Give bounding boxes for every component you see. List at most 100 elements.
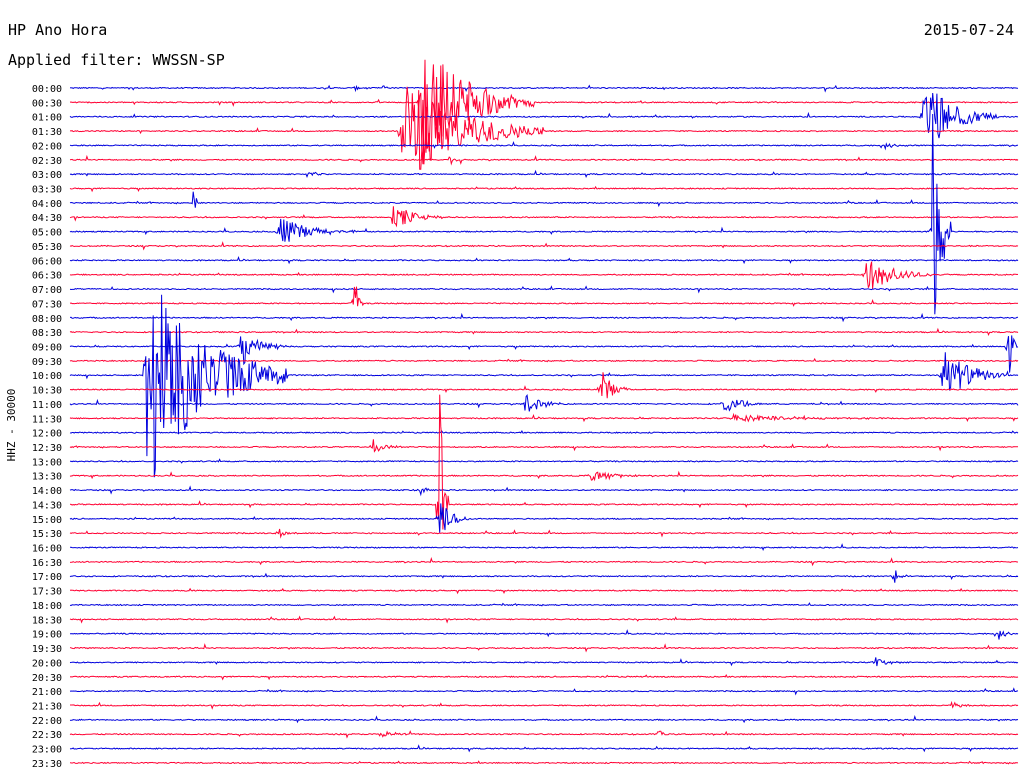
time-tick-label: 10:30	[32, 386, 62, 397]
time-tick-label: 16:30	[32, 558, 62, 569]
time-tick-label: 18:30	[32, 615, 62, 626]
trace-line	[69, 256, 1019, 265]
time-tick-label: 13:30	[32, 472, 62, 483]
trace-line	[69, 84, 1019, 93]
station-title: HP Ano Hora	[8, 21, 108, 39]
time-tick-label: 19:30	[32, 644, 62, 655]
time-tick-label: 02:30	[32, 156, 62, 167]
time-tick-label: 05:00	[32, 228, 62, 239]
trace-group	[69, 59, 1019, 765]
trace-line	[69, 113, 1018, 315]
time-tick-label: 14:30	[32, 500, 62, 511]
y-axis-label: HHZ - 30000	[5, 389, 18, 462]
trace-line	[69, 185, 1019, 193]
time-tick-label: 17:00	[32, 572, 62, 583]
filter-label: Applied filter: WWSSN-SP	[8, 51, 225, 69]
trace-line	[69, 241, 1019, 251]
trace-line	[69, 285, 1018, 294]
time-tick-label: 17:30	[32, 587, 62, 598]
date-label: 2015-07-24	[923, 21, 1014, 39]
trace-line	[69, 570, 1019, 583]
time-tick-label: 20:00	[32, 658, 62, 669]
time-tick-label: 21:30	[32, 702, 62, 713]
time-tick-label: 15:00	[32, 515, 62, 526]
trace-line	[69, 191, 1019, 208]
trace-line	[69, 760, 1019, 765]
trace-line	[69, 503, 1019, 533]
trace-line	[69, 394, 1018, 530]
time-tick-label: 04:00	[32, 199, 62, 210]
trace-line	[69, 458, 1019, 464]
trace-line	[69, 587, 1019, 595]
trace-line	[69, 528, 1019, 539]
trace-line	[69, 206, 1019, 228]
time-tick-label: 09:30	[32, 357, 62, 368]
trace-line	[69, 556, 1018, 567]
trace-line	[69, 543, 1019, 551]
trace-line	[69, 261, 1019, 289]
time-tick-label: 09:00	[32, 343, 62, 354]
trace-line	[69, 744, 1019, 753]
time-tick-label: 23:30	[32, 759, 62, 770]
trace-line	[69, 394, 1019, 412]
time-tick-label: 11:30	[32, 414, 62, 425]
time-tick-label: 12:30	[32, 443, 62, 454]
trace-line	[69, 169, 1019, 178]
time-tick-label: 10:00	[32, 371, 62, 382]
time-tick-label: 15:30	[32, 529, 62, 540]
time-tick-label: 21:00	[32, 687, 62, 698]
time-tick-label: 20:30	[32, 673, 62, 684]
trace-line	[69, 286, 1019, 307]
time-tick-label: 11:00	[32, 400, 62, 411]
trace-line	[69, 327, 1019, 336]
time-tick-label: 22:00	[32, 716, 62, 727]
trace-line	[69, 140, 1018, 151]
trace-line	[70, 700, 1019, 710]
trace-line	[69, 730, 1019, 739]
time-tick-label: 06:30	[32, 271, 62, 282]
time-tick-label: 05:30	[32, 242, 62, 253]
trace-line	[69, 312, 1019, 323]
trace-line	[69, 615, 1019, 624]
trace-line	[69, 92, 1019, 139]
time-tick-label: 04:30	[32, 213, 62, 224]
time-tick-label: 02:00	[32, 141, 62, 152]
trace-line	[69, 470, 1019, 482]
trace-line	[69, 629, 1019, 640]
time-tick-label: 07:00	[32, 285, 62, 296]
time-tick-label: 06:00	[32, 256, 62, 267]
time-tick-label: 16:00	[32, 544, 62, 555]
trace-line	[69, 643, 1019, 653]
time-tick-label: 08:00	[32, 314, 62, 325]
trace-line	[69, 294, 1019, 478]
trace-line	[69, 687, 1019, 696]
time-tick-label: 00:30	[32, 98, 62, 109]
trace-line	[69, 412, 1019, 423]
time-tick-label: 03:30	[32, 185, 62, 196]
time-tick-label: 18:00	[32, 601, 62, 612]
time-tick-label: 08:30	[32, 328, 62, 339]
time-tick-label: 00:00	[32, 84, 62, 95]
time-tick-label: 12:00	[32, 429, 62, 440]
trace-line	[69, 372, 1019, 399]
trace-line	[69, 335, 1019, 373]
time-tick-labels: 00:00 00:30 01:00 01:30 02:00 02:30 03:00 03:30…	[32, 84, 62, 770]
time-tick-label: 07:30	[32, 299, 62, 310]
trace-line	[69, 59, 1019, 165]
trace-line	[69, 714, 1019, 724]
time-tick-label: 13:00	[32, 457, 62, 468]
trace-line	[69, 485, 1019, 497]
time-tick-label: 01:00	[32, 113, 62, 124]
trace-line	[69, 602, 1019, 607]
trace-line	[69, 674, 1019, 681]
time-tick-label: 19:00	[32, 630, 62, 641]
trace-line	[69, 657, 1019, 667]
time-tick-label: 23:00	[32, 745, 62, 756]
trace-line	[69, 357, 1019, 363]
trace-line	[69, 439, 1019, 453]
trace-line	[69, 154, 1019, 166]
time-tick-label: 01:30	[32, 127, 62, 138]
trace-line	[69, 429, 1019, 434]
time-tick-label: 22:30	[32, 730, 62, 741]
